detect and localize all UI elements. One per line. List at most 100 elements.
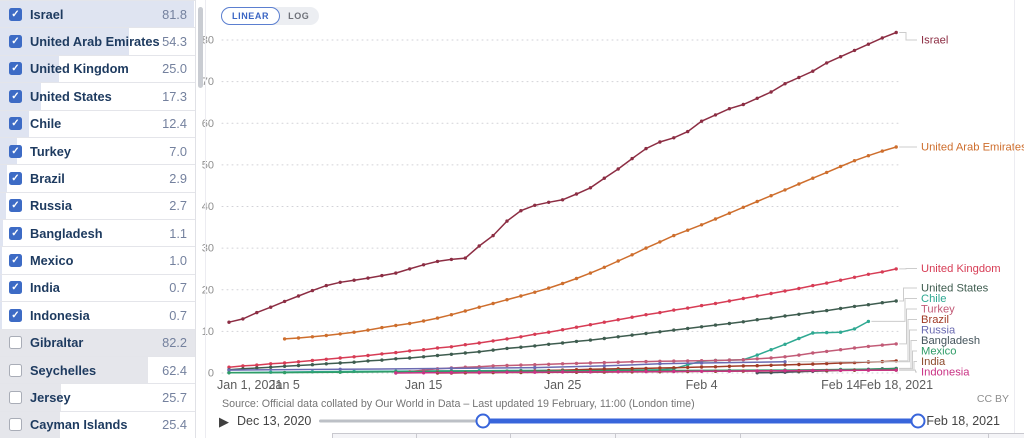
country-row-brazil[interactable]: Brazil 2.9 — [0, 165, 195, 193]
linear-scale-button[interactable]: LINEAR — [221, 7, 281, 25]
country-row-seychelles[interactable]: Seychelles 62.4 — [0, 356, 195, 385]
checkbox-checked-turkey[interactable] — [9, 144, 22, 158]
country-row-israel[interactable]: Israel 81.8 — [0, 1, 195, 29]
series-label-united-states[interactable]: United States — [921, 283, 989, 295]
series-label-israel[interactable]: Israel — [921, 35, 948, 47]
timeline-track-active[interactable] — [482, 418, 919, 424]
checkbox-checked-mexico[interactable] — [9, 254, 22, 268]
license-link[interactable]: CC BY — [976, 393, 1009, 405]
data-point — [866, 344, 871, 349]
country-row-chile[interactable]: Chile 12.4 — [0, 110, 195, 138]
series-label-brazil[interactable]: Brazil — [921, 314, 949, 326]
x-axis-tick-label: Jan 5 — [269, 378, 300, 392]
series-label-united-kingdom[interactable]: United Kingdom — [921, 263, 1001, 275]
bottom-tab-3[interactable] — [511, 434, 616, 438]
series-label-united-arab-emirates[interactable]: United Arab Emirates — [921, 142, 1024, 154]
x-axis-tick-label: Feb 18, 2021 — [859, 378, 933, 392]
country-row-turkey[interactable]: Turkey 7.0 — [0, 137, 195, 166]
country-row-cayman-islands[interactable]: Cayman Islands 25.4 — [0, 411, 195, 438]
country-row-jersey[interactable]: Jersey 25.7 — [0, 384, 195, 412]
checkbox-checked-israel[interactable] — [9, 7, 22, 21]
value-bar — [0, 165, 7, 192]
series-line-united-arab-emirates[interactable] — [284, 146, 897, 340]
data-point — [310, 358, 315, 363]
timeline-track-inactive[interactable] — [319, 419, 483, 423]
data-point — [880, 149, 884, 153]
checkbox-checked-united-states[interactable] — [9, 89, 22, 103]
data-point — [338, 356, 342, 360]
country-row-bangladesh[interactable]: Bangladesh 1.1 — [0, 220, 195, 248]
checkbox-checked-chile[interactable] — [9, 117, 22, 131]
series-line-russia[interactable] — [228, 361, 786, 371]
checkbox-checked-india[interactable] — [9, 281, 22, 295]
data-point — [755, 294, 759, 298]
series-label-turkey[interactable]: Turkey — [921, 304, 955, 316]
data-point — [783, 363, 787, 367]
country-row-india[interactable]: India 0.7 — [0, 274, 195, 303]
series-label-russia[interactable]: Russia — [921, 325, 956, 337]
data-point — [282, 299, 287, 304]
bottom-tab-5[interactable] — [741, 434, 989, 438]
bottom-tab-4[interactable] — [616, 434, 741, 438]
data-point — [533, 290, 537, 294]
data-point — [463, 309, 467, 313]
play-icon[interactable]: ▶ — [219, 413, 229, 429]
data-point — [449, 352, 454, 356]
checkbox-checked-indonesia[interactable] — [9, 308, 22, 322]
country-label: Indonesia — [30, 307, 90, 323]
checkbox-checked-bangladesh[interactable] — [9, 226, 22, 240]
checkbox-checked-brazil[interactable] — [9, 171, 22, 185]
y-axis-tick-label: 40 — [202, 201, 214, 213]
data-point — [352, 355, 356, 359]
log-scale-button[interactable]: LOG — [288, 11, 310, 21]
checkbox-checked-united-arab-emirates[interactable] — [9, 35, 22, 49]
country-label: Mexico — [30, 253, 74, 269]
data-point — [783, 82, 787, 86]
data-point — [727, 299, 732, 303]
data-point — [296, 360, 301, 364]
checkbox-checked-russia[interactable] — [9, 199, 22, 213]
data-point — [741, 364, 745, 368]
series-line-turkey[interactable] — [409, 343, 897, 373]
country-row-gibraltar[interactable]: Gibraltar 82.2 — [0, 329, 195, 357]
data-point — [560, 370, 565, 374]
series-label-india[interactable]: India — [921, 356, 946, 368]
data-point — [699, 365, 704, 369]
series-label-indonesia[interactable]: Indonesia — [921, 367, 970, 379]
data-point — [269, 305, 273, 309]
bottom-tab-1[interactable] — [332, 434, 417, 438]
series-label-mexico[interactable]: Mexico — [921, 346, 956, 358]
country-row-united-states[interactable]: United States 17.3 — [0, 83, 195, 111]
country-row-mexico[interactable]: Mexico 1.0 — [0, 247, 195, 275]
series-label-chile[interactable]: Chile — [921, 293, 947, 305]
timeline-track[interactable] — [319, 412, 926, 430]
checkbox-unchecked-jersey[interactable] — [9, 390, 22, 404]
bottom-tab-6[interactable] — [989, 434, 1024, 438]
country-row-russia[interactable]: Russia 2.7 — [0, 192, 195, 220]
timeline-end-date[interactable]: Feb 18, 2021 — [926, 414, 1000, 428]
series-label-bangladesh[interactable]: Bangladesh — [921, 335, 980, 347]
data-point — [783, 188, 787, 192]
data-point — [838, 278, 843, 282]
series-line-israel[interactable] — [228, 31, 897, 323]
timeline-start-handle[interactable] — [475, 413, 491, 429]
checkbox-checked-united-kingdom[interactable] — [9, 62, 22, 76]
data-point — [547, 200, 551, 204]
label-leader-line — [899, 287, 917, 302]
country-row-united-kingdom[interactable]: United Kingdom 25.0 — [0, 55, 195, 84]
timeline-end-handle[interactable] — [910, 413, 926, 429]
checkbox-unchecked-gibraltar[interactable] — [9, 336, 22, 350]
sidebar-scrollbar-thumb[interactable] — [198, 7, 203, 88]
label-leader-line — [871, 298, 917, 322]
timeline-start-date[interactable]: Dec 13, 2020 — [237, 414, 312, 428]
country-row-indonesia[interactable]: Indonesia 0.7 — [0, 302, 195, 330]
data-point — [616, 335, 620, 339]
data-point — [866, 368, 871, 372]
bottom-tab-2[interactable] — [417, 434, 511, 438]
checkbox-unchecked-cayman-islands[interactable] — [9, 418, 22, 432]
data-point — [282, 370, 287, 375]
data-point — [352, 360, 356, 364]
data-point — [838, 348, 843, 352]
checkbox-unchecked-seychelles[interactable] — [9, 363, 22, 377]
